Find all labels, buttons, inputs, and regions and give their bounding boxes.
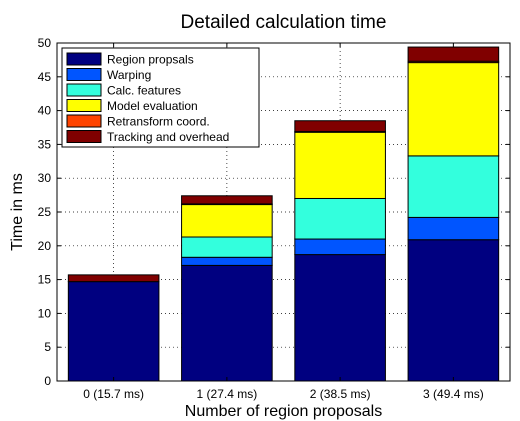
bar-segment (407, 239, 500, 382)
legend-swatch (66, 114, 102, 128)
chart-title: Detailed calculation time (181, 12, 387, 33)
bar-segment (181, 236, 273, 258)
y-tick-label: 30 (38, 171, 52, 185)
bar-segment (181, 195, 273, 205)
legend-swatch (66, 99, 102, 112)
legend-label: Warping (107, 68, 151, 82)
legend-swatch (66, 52, 102, 66)
bar-segment (181, 264, 273, 382)
y-tick-label: 5 (44, 340, 51, 354)
y-tick-label: 0 (44, 374, 51, 388)
bar-segment (294, 120, 386, 133)
legend-swatch (66, 68, 102, 81)
bar-segment (294, 238, 386, 256)
bar-segment (407, 46, 500, 62)
bar-segment (294, 254, 386, 382)
bar-segment (181, 256, 273, 266)
y-tick-label: 45 (38, 70, 52, 84)
ticks: 0 5 10 15 20 25 30 35 40 45 50 0 (15.7 ms) 1 (27.4 m… (38, 36, 510, 401)
x-axis-label: Number of region proposals (185, 403, 382, 420)
legend-label: Calc. features (107, 84, 181, 98)
legend-label: Tracking and overhead (107, 130, 229, 144)
y-axis-label: Time in ms (9, 173, 26, 251)
bar-segment (181, 204, 273, 238)
bar-segment (294, 131, 386, 199)
bars (67, 46, 500, 382)
legend-label: Model evaluation (107, 99, 198, 113)
bar-segment (294, 197, 386, 240)
y-tick-label: 20 (38, 239, 52, 253)
y-tick-label: 40 (38, 104, 52, 118)
legend-swatch (66, 83, 102, 97)
x-tick-label: 2 (38.5 ms) (310, 387, 371, 401)
x-tick-label: 0 (15.7 ms) (83, 387, 144, 401)
y-tick-label: 25 (38, 205, 52, 219)
x-tick-label: 1 (27.4 ms) (197, 387, 258, 401)
bar-segment (407, 155, 500, 218)
bar-segment (407, 216, 500, 241)
bar-segment (67, 274, 160, 283)
y-tick-label: 50 (38, 36, 52, 50)
y-tick-label: 15 (38, 273, 52, 287)
bar-segment (67, 281, 160, 382)
legend-label: Region propsals (107, 53, 194, 67)
legend-label: Retransform coord. (107, 115, 210, 129)
y-tick-label: 10 (38, 306, 52, 320)
x-tick-label: 3 (49.4 ms) (423, 387, 484, 401)
legend-swatch (66, 130, 102, 143)
bar-segment (407, 62, 500, 157)
y-tick-label: 35 (38, 137, 52, 151)
